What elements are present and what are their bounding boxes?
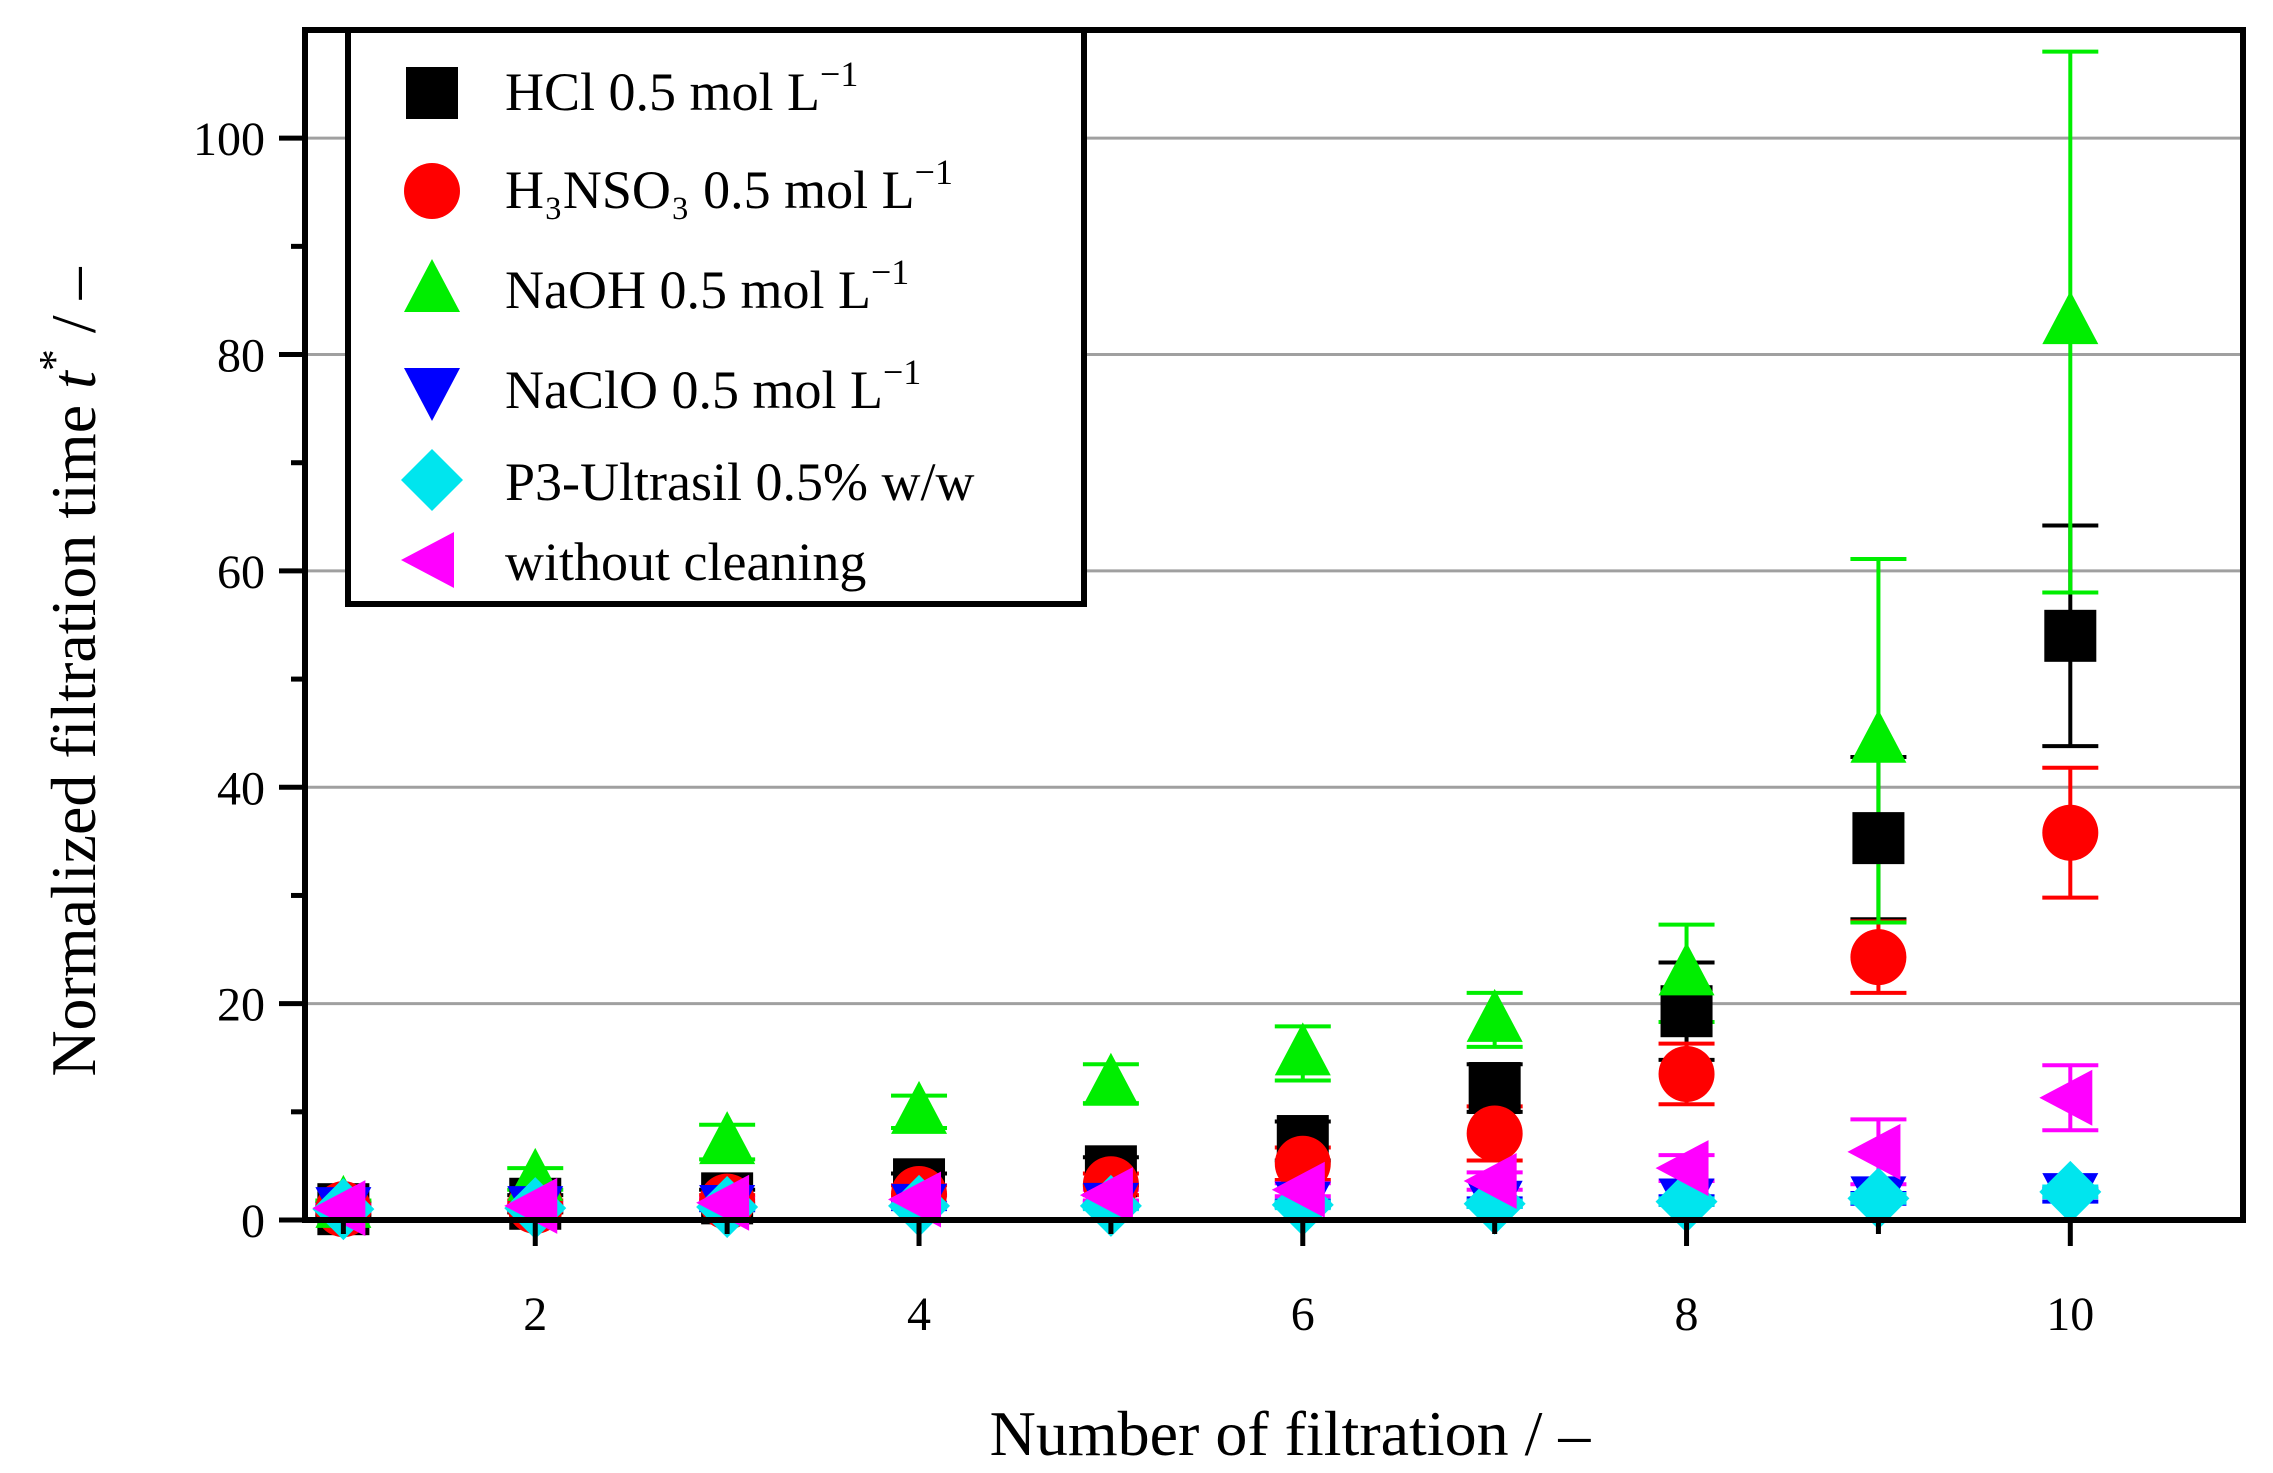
y-axis-title-sup: *	[30, 349, 79, 371]
data-point-without-cleaning-6	[1271, 1161, 1325, 1218]
legend-label-naoh-sup: −1	[871, 252, 909, 292]
y-tick-label-20: 20	[217, 979, 265, 1032]
y-tick-label-100: 100	[193, 113, 265, 166]
plot-frame	[302, 27, 2246, 1223]
x-tick-label-2: 2	[523, 1288, 547, 1341]
legend-marker-without-cleaning	[401, 532, 454, 588]
y-tick-label-60: 60	[217, 546, 265, 599]
y-axis-title-text: Normalized filtration time t* / –	[30, 266, 109, 1076]
legend-label-h3nso3: H₃NSO₃ 0.5 mol L−1	[505, 152, 953, 220]
data-point-naoh-10	[2042, 291, 2099, 345]
data-point-h3nso3-8	[1658, 1045, 1715, 1102]
y-axis-title: Normalized filtration time t* / –	[30, 266, 109, 1076]
legend-markers	[401, 67, 463, 588]
legend-label-naclo-sup: −1	[883, 352, 921, 392]
legend-marker-naoh	[404, 259, 460, 312]
legend-label-naoh: NaOH 0.5 mol L−1	[505, 252, 909, 320]
x-tick-label-10: 10	[2046, 1288, 2094, 1341]
legend-marker-p3-ultrasil	[401, 449, 463, 511]
data-markers	[312, 291, 2102, 1241]
legend-label-naclo-name: NaClO 0.5 mol L	[505, 360, 883, 420]
legend-label-hcl: HCl 0.5 mol L−1	[505, 54, 858, 122]
data-point-naoh-9	[1850, 709, 1907, 763]
data-point-naoh-7	[1466, 988, 1523, 1042]
data-point-naoh-4	[891, 1080, 948, 1134]
legend-label-hcl-sup: −1	[820, 54, 858, 94]
y-axis-title-unit: / –	[38, 266, 109, 349]
data-point-naoh-6	[1274, 1022, 1331, 1076]
x-axis-title: Number of filtration / –	[990, 1398, 1592, 1469]
legend-label-hcl-name: HCl 0.5 mol L	[505, 62, 820, 122]
data-point-h3nso3-9	[1850, 929, 1907, 986]
y-tick-label-80: 80	[217, 330, 265, 383]
axis-ticks	[279, 135, 2073, 1246]
tick-labels: 0 20 40 60 80 100 2 4 6 8 10	[193, 113, 2094, 1341]
legend-label-without-cleaning: without cleaning	[505, 532, 866, 592]
legend-marker-naclo	[404, 368, 460, 421]
data-point-hcl-7	[1468, 1062, 1521, 1115]
data-point-hcl-9	[1852, 812, 1905, 865]
legend-marker-h3nso3	[404, 163, 460, 219]
data-point-naoh-8	[1658, 942, 1715, 996]
legend-marker-hcl	[406, 67, 458, 119]
legend-label-naclo: NaClO 0.5 mol L−1	[505, 352, 921, 420]
data-point-without-cleaning-5	[1079, 1167, 1133, 1224]
legend-label-naoh-name: NaOH 0.5 mol L	[505, 260, 871, 320]
x-tick-label-8: 8	[1675, 1288, 1699, 1341]
x-tick-label-4: 4	[907, 1288, 931, 1341]
data-point-without-cleaning-9	[1847, 1123, 1901, 1180]
data-point-p3-ultrasil-10	[2039, 1160, 2102, 1223]
y-tick-label-0: 0	[241, 1195, 265, 1248]
legend-label-h3nso3-sup: −1	[915, 152, 953, 192]
data-point-without-cleaning-3	[696, 1174, 750, 1231]
data-point-without-cleaning-8	[1655, 1140, 1709, 1197]
y-tick-label-40: 40	[217, 762, 265, 815]
legend: HCl 0.5 mol L−1 H₃NSO₃ 0.5 mol L−1 NaOH …	[345, 27, 1087, 607]
data-point-without-cleaning-4	[888, 1171, 942, 1228]
data-point-without-cleaning-10	[2039, 1069, 2093, 1126]
data-point-p3-ultrasil-9	[1847, 1167, 1910, 1230]
data-point-hcl-10	[2044, 609, 2097, 662]
y-axis-title-symbol: t	[38, 369, 109, 389]
data-point-naoh-3	[699, 1111, 756, 1165]
legend-box	[345, 27, 1087, 607]
x-tick-label-6: 6	[1291, 1288, 1315, 1341]
data-point-h3nso3-10	[2042, 804, 2099, 861]
data-point-h3nso3-7	[1466, 1105, 1523, 1162]
legend-label-h3nso3-name: H₃NSO₃ 0.5 mol L	[505, 160, 915, 220]
legend-label-p3-ultrasil: P3-Ultrasil 0.5% w/w	[505, 452, 974, 512]
y-axis-title-main: Normalized filtration time	[38, 405, 109, 1077]
data-point-naoh-5	[1082, 1052, 1139, 1106]
data-point-without-cleaning-7	[1463, 1153, 1517, 1210]
